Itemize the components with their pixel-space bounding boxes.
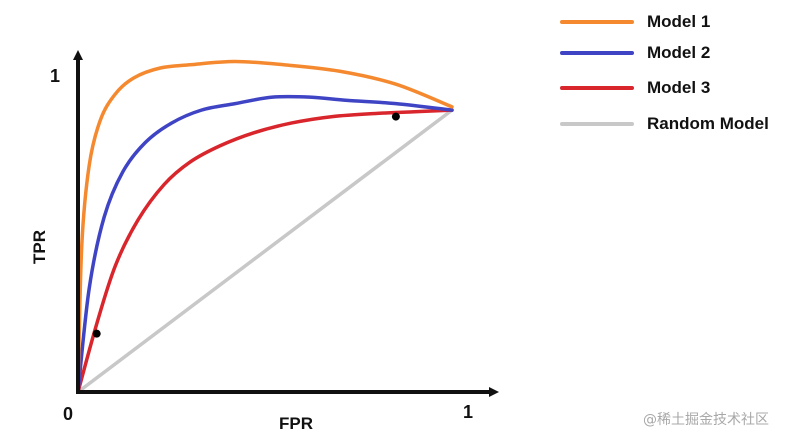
- curves-layer: [76, 59, 454, 394]
- points-layer: [92, 112, 400, 338]
- legend-label-model-1: Model 1: [647, 12, 710, 31]
- x-tick-origin: 0: [63, 404, 73, 424]
- series-line-model-1: [76, 59, 454, 394]
- legend-label-random-model: Random Model: [647, 114, 769, 133]
- legend-label-model-3: Model 3: [647, 78, 710, 97]
- threshold-point-2: [391, 112, 400, 121]
- x-tick-right: 1: [463, 402, 473, 422]
- series-line-model-3: [76, 108, 454, 394]
- series-line-model-2: [76, 94, 454, 394]
- series-line-random-model: [76, 108, 454, 394]
- watermark: @稀土掘金技术社区: [643, 412, 769, 428]
- legend: Model 1 Model 2 Model 3 Random Model: [560, 12, 769, 133]
- y-tick-top: 1: [50, 66, 60, 86]
- y-axis-label: TPR: [30, 230, 49, 264]
- legend-label-model-2: Model 2: [647, 43, 710, 62]
- threshold-point-1: [92, 329, 101, 338]
- x-axis-label: FPR: [279, 414, 313, 433]
